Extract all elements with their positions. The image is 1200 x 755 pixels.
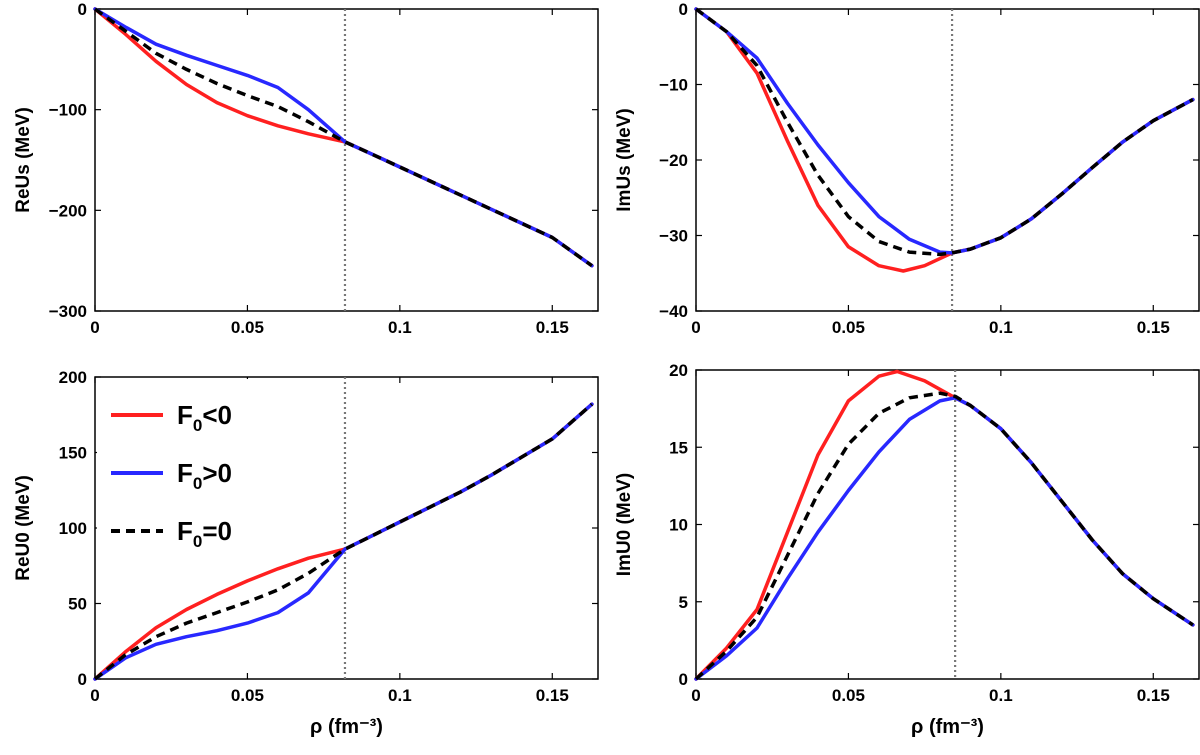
x-tick-label: 0.1 — [989, 686, 1013, 705]
y-tick-label: 200 — [59, 368, 87, 387]
y-tick-label: −30 — [659, 227, 688, 246]
x-tick-label: 0.15 — [536, 686, 569, 705]
x-tick-label: 0 — [90, 318, 99, 337]
x-tick-label: 0.15 — [1137, 318, 1170, 337]
chart-panel-bottom-right: 0 0.05 0.1 0.15 0 5 10 15 20 ImU0 (MeV) ρ (fm⁻³) — [614, 361, 1200, 738]
legend-label-suffix: =0 — [202, 516, 232, 546]
y-tick-label: 0 — [78, 0, 87, 19]
x-tick-label: 0 — [691, 318, 700, 337]
y-tick-label: 50 — [68, 595, 87, 614]
chart-panel-top-right: 0 0.05 0.1 0.15 0 −10 −20 −30 −40 ImUs (MeV) — [614, 0, 1200, 337]
x-axis-label: ρ (fm⁻³) — [310, 716, 383, 738]
legend-label-suffix: >0 — [202, 458, 232, 488]
y-axis-label: ImU0 (MeV) — [614, 473, 635, 576]
legend-label: F0<0 — [177, 400, 232, 435]
chart-panel-top-left: 0 0.05 0.1 0.15 0 −100 −200 −300 ReUs (MeV) — [13, 0, 599, 337]
legend-label-subscript: 0 — [193, 416, 202, 435]
y-tick-label: 0 — [78, 670, 87, 689]
x-tick-label: 0.05 — [832, 686, 865, 705]
y-tick-label: −100 — [49, 101, 87, 120]
y-axis-label: ReUs (MeV) — [13, 107, 34, 213]
legend-label-subscript: 0 — [193, 474, 202, 493]
y-tick-label: −200 — [49, 201, 87, 220]
x-tick-label: 0.1 — [388, 318, 412, 337]
x-tick-label: 0 — [90, 686, 99, 705]
y-tick-label: 0 — [679, 0, 688, 19]
plot-area — [695, 369, 1200, 680]
legend-label: F0>0 — [177, 458, 232, 493]
y-axis-label: ReU0 (MeV) — [13, 475, 34, 581]
x-tick-label: 0.05 — [231, 318, 264, 337]
y-tick-label: 15 — [669, 438, 688, 457]
x-axis-label: ρ (fm⁻³) — [911, 716, 984, 738]
x-tick-label: 0.15 — [536, 318, 569, 337]
y-tick-label: −300 — [49, 302, 87, 321]
x-tick-label: 0.1 — [388, 686, 412, 705]
plot-area — [695, 8, 1200, 312]
series-line-f0-0 — [93, 402, 594, 681]
legend-label: F0=0 — [177, 516, 232, 551]
y-tick-label: −20 — [659, 151, 688, 170]
legend-label-suffix: <0 — [202, 400, 232, 430]
y-tick-label: −10 — [659, 76, 688, 95]
plot-area — [94, 8, 599, 312]
legend-label-subscript: 0 — [193, 532, 202, 551]
y-axis-label: ImUs (MeV) — [614, 108, 635, 211]
y-tick-label: 20 — [669, 361, 688, 380]
x-tick-label: 0.15 — [1137, 686, 1170, 705]
y-tick-label: 10 — [669, 516, 688, 535]
y-tick-label: −40 — [659, 302, 688, 321]
y-tick-label: 0 — [679, 670, 688, 689]
legend-label-prefix: F — [177, 400, 193, 430]
legend-label-prefix: F — [177, 516, 193, 546]
x-tick-label: 0.05 — [832, 318, 865, 337]
x-tick-label: 0.1 — [989, 318, 1013, 337]
series-line-f0-0 — [694, 7, 1194, 257]
y-tick-label: 150 — [59, 444, 87, 463]
series-line-f0-0 — [93, 402, 594, 681]
series-line-f0-0 — [93, 7, 593, 268]
y-tick-label: 100 — [59, 519, 87, 538]
x-tick-label: 0.05 — [231, 686, 264, 705]
x-tick-label: 0 — [691, 686, 700, 705]
legend-label-prefix: F — [177, 458, 193, 488]
legend: F0<0F0>0F0=0 — [97, 379, 287, 559]
y-tick-label: 5 — [679, 593, 688, 612]
series-line-f0-0 — [694, 396, 1195, 681]
